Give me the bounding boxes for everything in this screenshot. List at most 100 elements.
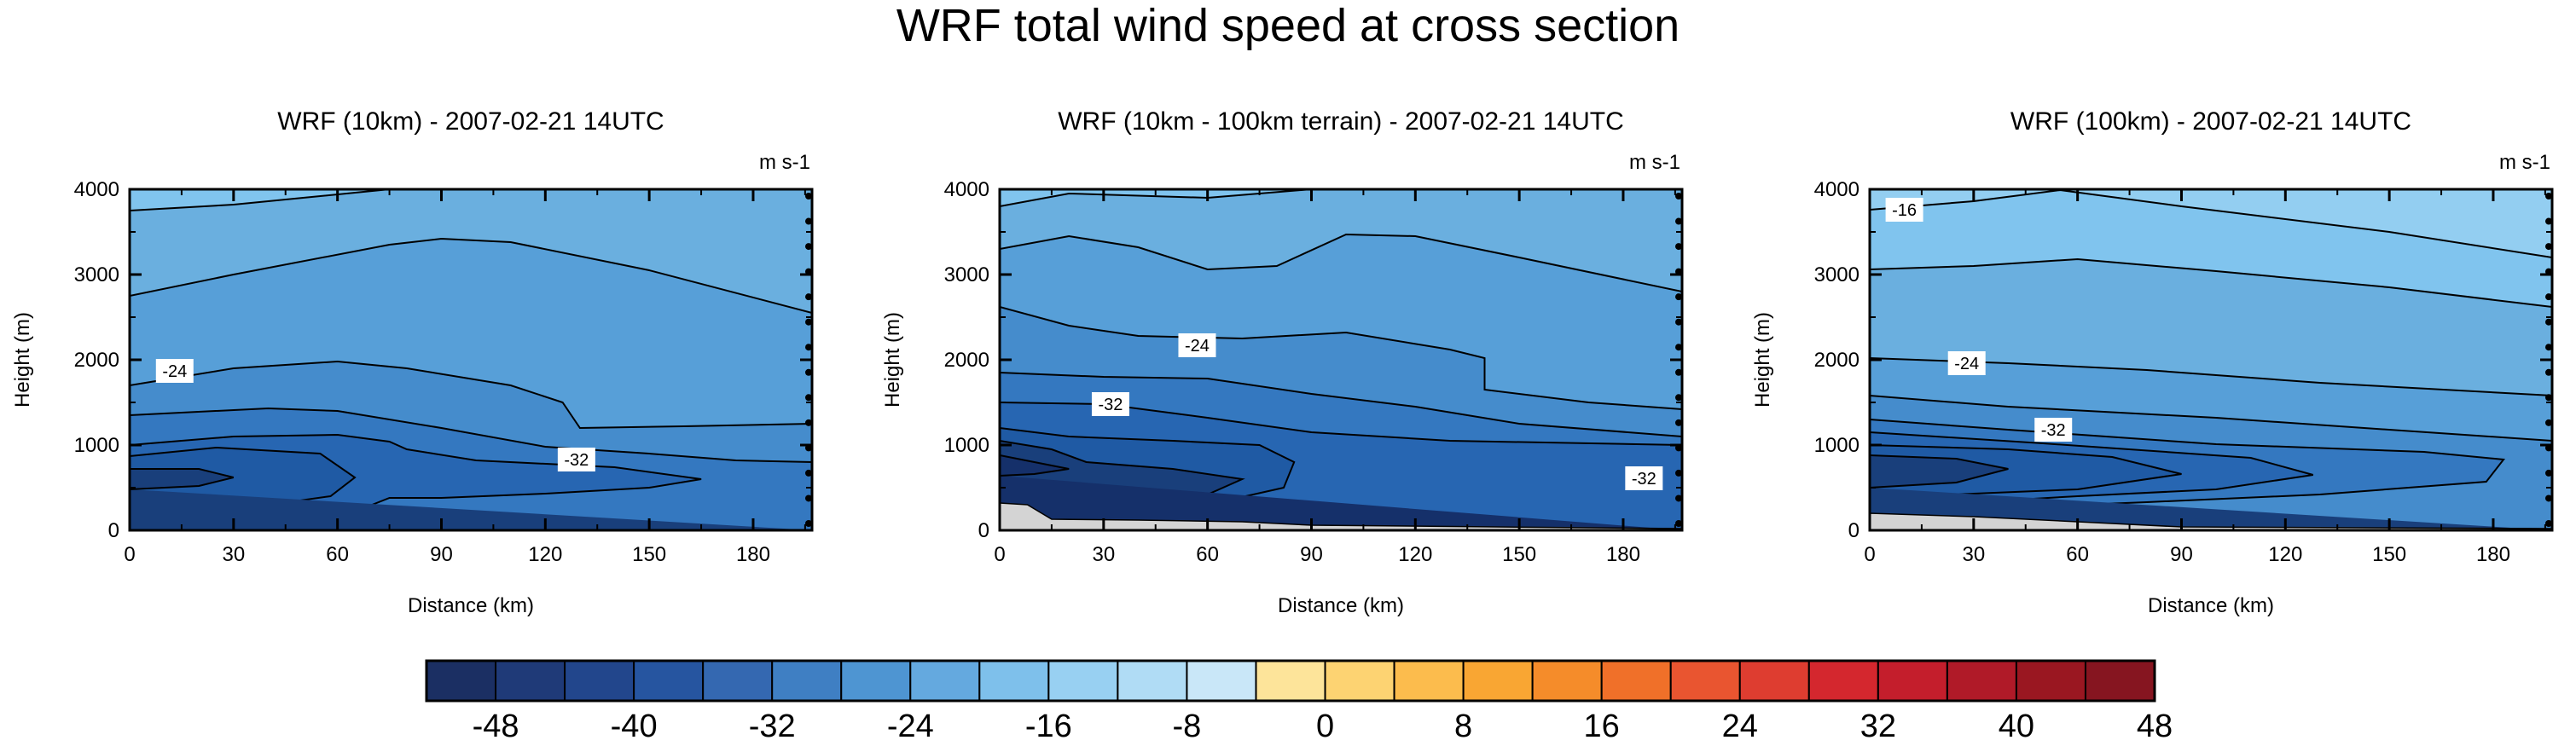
panel-title: WRF (10km) - 2007-02-21 14UTC: [277, 107, 664, 136]
edge-marker: [2545, 394, 2552, 402]
contour-label: -24: [1185, 337, 1210, 356]
y-tick-label: 1000: [944, 434, 989, 457]
colorbar-swatch: [1738, 660, 1810, 702]
colorbar-swatch: [1531, 660, 1603, 702]
figure-title: WRF total wind speed at cross section: [896, 0, 1680, 51]
colorbar-tick-label: 8: [1454, 708, 1472, 744]
contour-fill-band: [1870, 455, 2552, 530]
edge-marker: [2545, 293, 2552, 301]
colorbar-swatch: [1877, 660, 1948, 702]
colorbar-tick-label: 48: [2137, 708, 2173, 744]
colorbar-swatch: [771, 660, 843, 702]
colorbar-tick-label: 0: [1316, 708, 1334, 744]
colorbar-swatch: [1117, 660, 1188, 702]
edge-marker: [1675, 217, 1682, 225]
colorbar-tick-label: 24: [1722, 708, 1758, 744]
panel-title: WRF (10km - 100km terrain) - 2007-02-21 …: [1058, 107, 1624, 136]
colorbar-swatch: [1186, 660, 1257, 702]
edge-marker: [1675, 368, 1682, 376]
edge-marker: [805, 469, 812, 477]
contour-line: [1870, 444, 2182, 499]
x-tick-label: 180: [1606, 543, 1640, 566]
y-tick-label: 0: [1848, 519, 1859, 542]
contour-label: -32: [2041, 421, 2066, 440]
y-tick-label: 0: [978, 519, 989, 542]
colorbar-swatch: [978, 660, 1050, 702]
contour-line: [1000, 306, 1682, 410]
y-tick-label: 2000: [944, 349, 989, 372]
x-tick-label: 150: [2372, 543, 2406, 566]
units-label: m s-1: [2499, 151, 2550, 174]
y-tick-label: 1000: [1814, 434, 1859, 457]
contour-label: -24: [162, 362, 187, 381]
contour-line: [130, 468, 235, 490]
contour-line: [1000, 402, 1682, 446]
edge-marker: [1675, 419, 1682, 426]
x-axis-label: Distance (km): [1278, 594, 1404, 617]
edge-marker: [1675, 520, 1682, 527]
contour-line: [1000, 454, 1070, 477]
contour-line: [1870, 454, 2009, 489]
x-tick-label: 150: [1502, 543, 1536, 566]
edge-marker: [1675, 318, 1682, 326]
contour-line: [130, 360, 812, 430]
edge-marker: [805, 368, 812, 376]
contour-line: [130, 189, 812, 211]
x-axis-label: Distance (km): [408, 594, 534, 617]
colorbar-swatch: [2084, 660, 2155, 702]
colorbar-swatch: [2015, 660, 2086, 702]
x-tick-label: 60: [1196, 543, 1219, 566]
terrain-fill: [1000, 502, 1682, 530]
x-tick-label: 0: [124, 543, 135, 566]
contour-line: [130, 237, 812, 314]
x-tick-label: 120: [1398, 543, 1432, 566]
contour-line: [1870, 431, 2314, 509]
contour-label: -24: [1954, 355, 1979, 373]
colorbar-swatch: [564, 660, 635, 702]
panel-title: WRF (100km) - 2007-02-21 14UTC: [2010, 107, 2411, 136]
x-tick-label: 90: [1300, 543, 1323, 566]
y-tick-label: 3000: [74, 263, 119, 286]
x-tick-label: 0: [1864, 543, 1875, 566]
x-tick-label: 60: [2066, 543, 2089, 566]
contour-label: -32: [1632, 470, 1656, 489]
edge-marker: [2545, 344, 2552, 351]
edge-marker: [805, 394, 812, 402]
edge-marker: [2545, 217, 2552, 225]
colorbar-swatch: [495, 660, 566, 702]
edge-marker: [805, 419, 812, 426]
contour-fill-band: [130, 448, 812, 530]
contour-label: -32: [564, 451, 589, 470]
edge-marker: [805, 243, 812, 251]
edge-marker: [1675, 193, 1682, 200]
colorbar-tick-label: 16: [1584, 708, 1620, 744]
edge-marker: [2545, 318, 2552, 326]
y-tick-label: 0: [108, 519, 119, 542]
x-tick-label: 180: [736, 543, 770, 566]
y-tick-label: 4000: [1814, 178, 1859, 201]
edge-marker: [805, 193, 812, 200]
y-tick-label: 1000: [74, 434, 119, 457]
contour-label-box: [1091, 392, 1129, 416]
x-tick-label: 180: [2476, 543, 2510, 566]
edge-marker: [805, 344, 812, 351]
colorbar-swatch: [633, 660, 705, 702]
contour-fill-band: [1000, 455, 1682, 530]
edge-marker: [1675, 293, 1682, 301]
colorbar-swatch: [1669, 660, 1741, 702]
edge-marker: [1675, 243, 1682, 251]
y-tick-label: 3000: [944, 263, 989, 286]
contour-label-box: [1947, 351, 1986, 375]
edge-marker: [805, 494, 812, 502]
contour-fill-band: [130, 469, 812, 530]
colorbar-tick-label: 32: [1860, 708, 1896, 744]
x-tick-label: 150: [632, 543, 666, 566]
contour-line: [130, 433, 702, 523]
contour-line: [1870, 395, 2552, 442]
edge-marker: [2545, 469, 2552, 477]
y-tick-label: 2000: [1814, 349, 1859, 372]
edge-marker: [2545, 368, 2552, 376]
edge-marker: [2545, 494, 2552, 502]
colorbar-swatch: [1324, 660, 1395, 702]
